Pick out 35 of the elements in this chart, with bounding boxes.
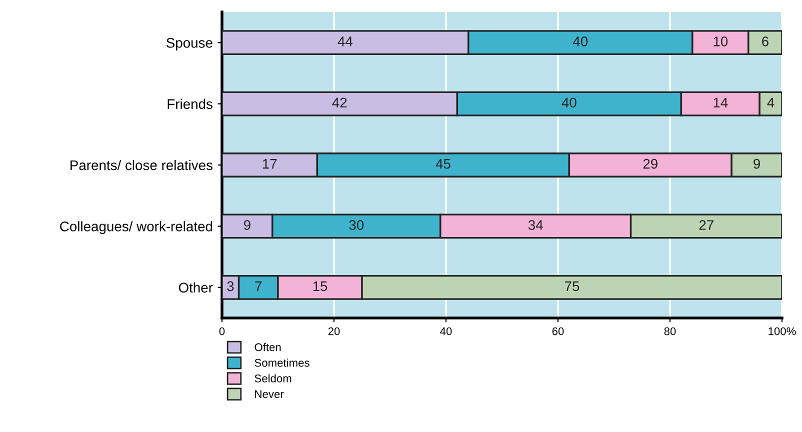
y-tick-label: Parents/ close relatives — [70, 160, 212, 170]
y-tick-label: Spouse — [166, 38, 212, 51]
data-label: 7 — [255, 281, 262, 291]
data-label: 34 — [528, 220, 543, 230]
data-label: 9 — [754, 158, 760, 169]
y-tick-label: Other — [178, 282, 213, 293]
data-label: 45 — [436, 159, 450, 169]
data-label: 9 — [244, 220, 250, 230]
legend-label: Sometimes — [254, 358, 310, 367]
legend-label: Often — [254, 342, 281, 352]
data-label: 29 — [643, 158, 658, 169]
legend-label: Seldom — [254, 374, 292, 382]
y-tick-label: Colleagues/ work-related — [60, 221, 212, 234]
legend-label: Never — [255, 390, 284, 398]
data-label: 40 — [562, 98, 576, 108]
data-label: 27 — [699, 220, 714, 230]
data-label: 15 — [313, 281, 328, 292]
x-tick-label: 0 — [219, 327, 225, 336]
data-label: 42 — [332, 98, 347, 108]
data-label: 17 — [262, 159, 277, 169]
x-tick-label: 20 — [328, 327, 340, 336]
data-label: 75 — [564, 281, 580, 292]
x-tick-label: 80 — [664, 327, 676, 336]
data-label: 40 — [572, 36, 588, 46]
data-label: 14 — [714, 98, 728, 108]
data-label: 6 — [762, 36, 768, 46]
data-label: 3 — [227, 281, 234, 292]
y-tick-label: Friends — [168, 98, 212, 109]
x-tick-label: 100% — [768, 327, 796, 336]
data-label: 30 — [349, 220, 364, 230]
data-label: 4 — [767, 98, 774, 108]
x-tick-label: 60 — [552, 327, 564, 336]
data-label: 44 — [338, 36, 353, 46]
x-tick-label: 40 — [440, 327, 452, 336]
data-label: 10 — [714, 36, 728, 46]
